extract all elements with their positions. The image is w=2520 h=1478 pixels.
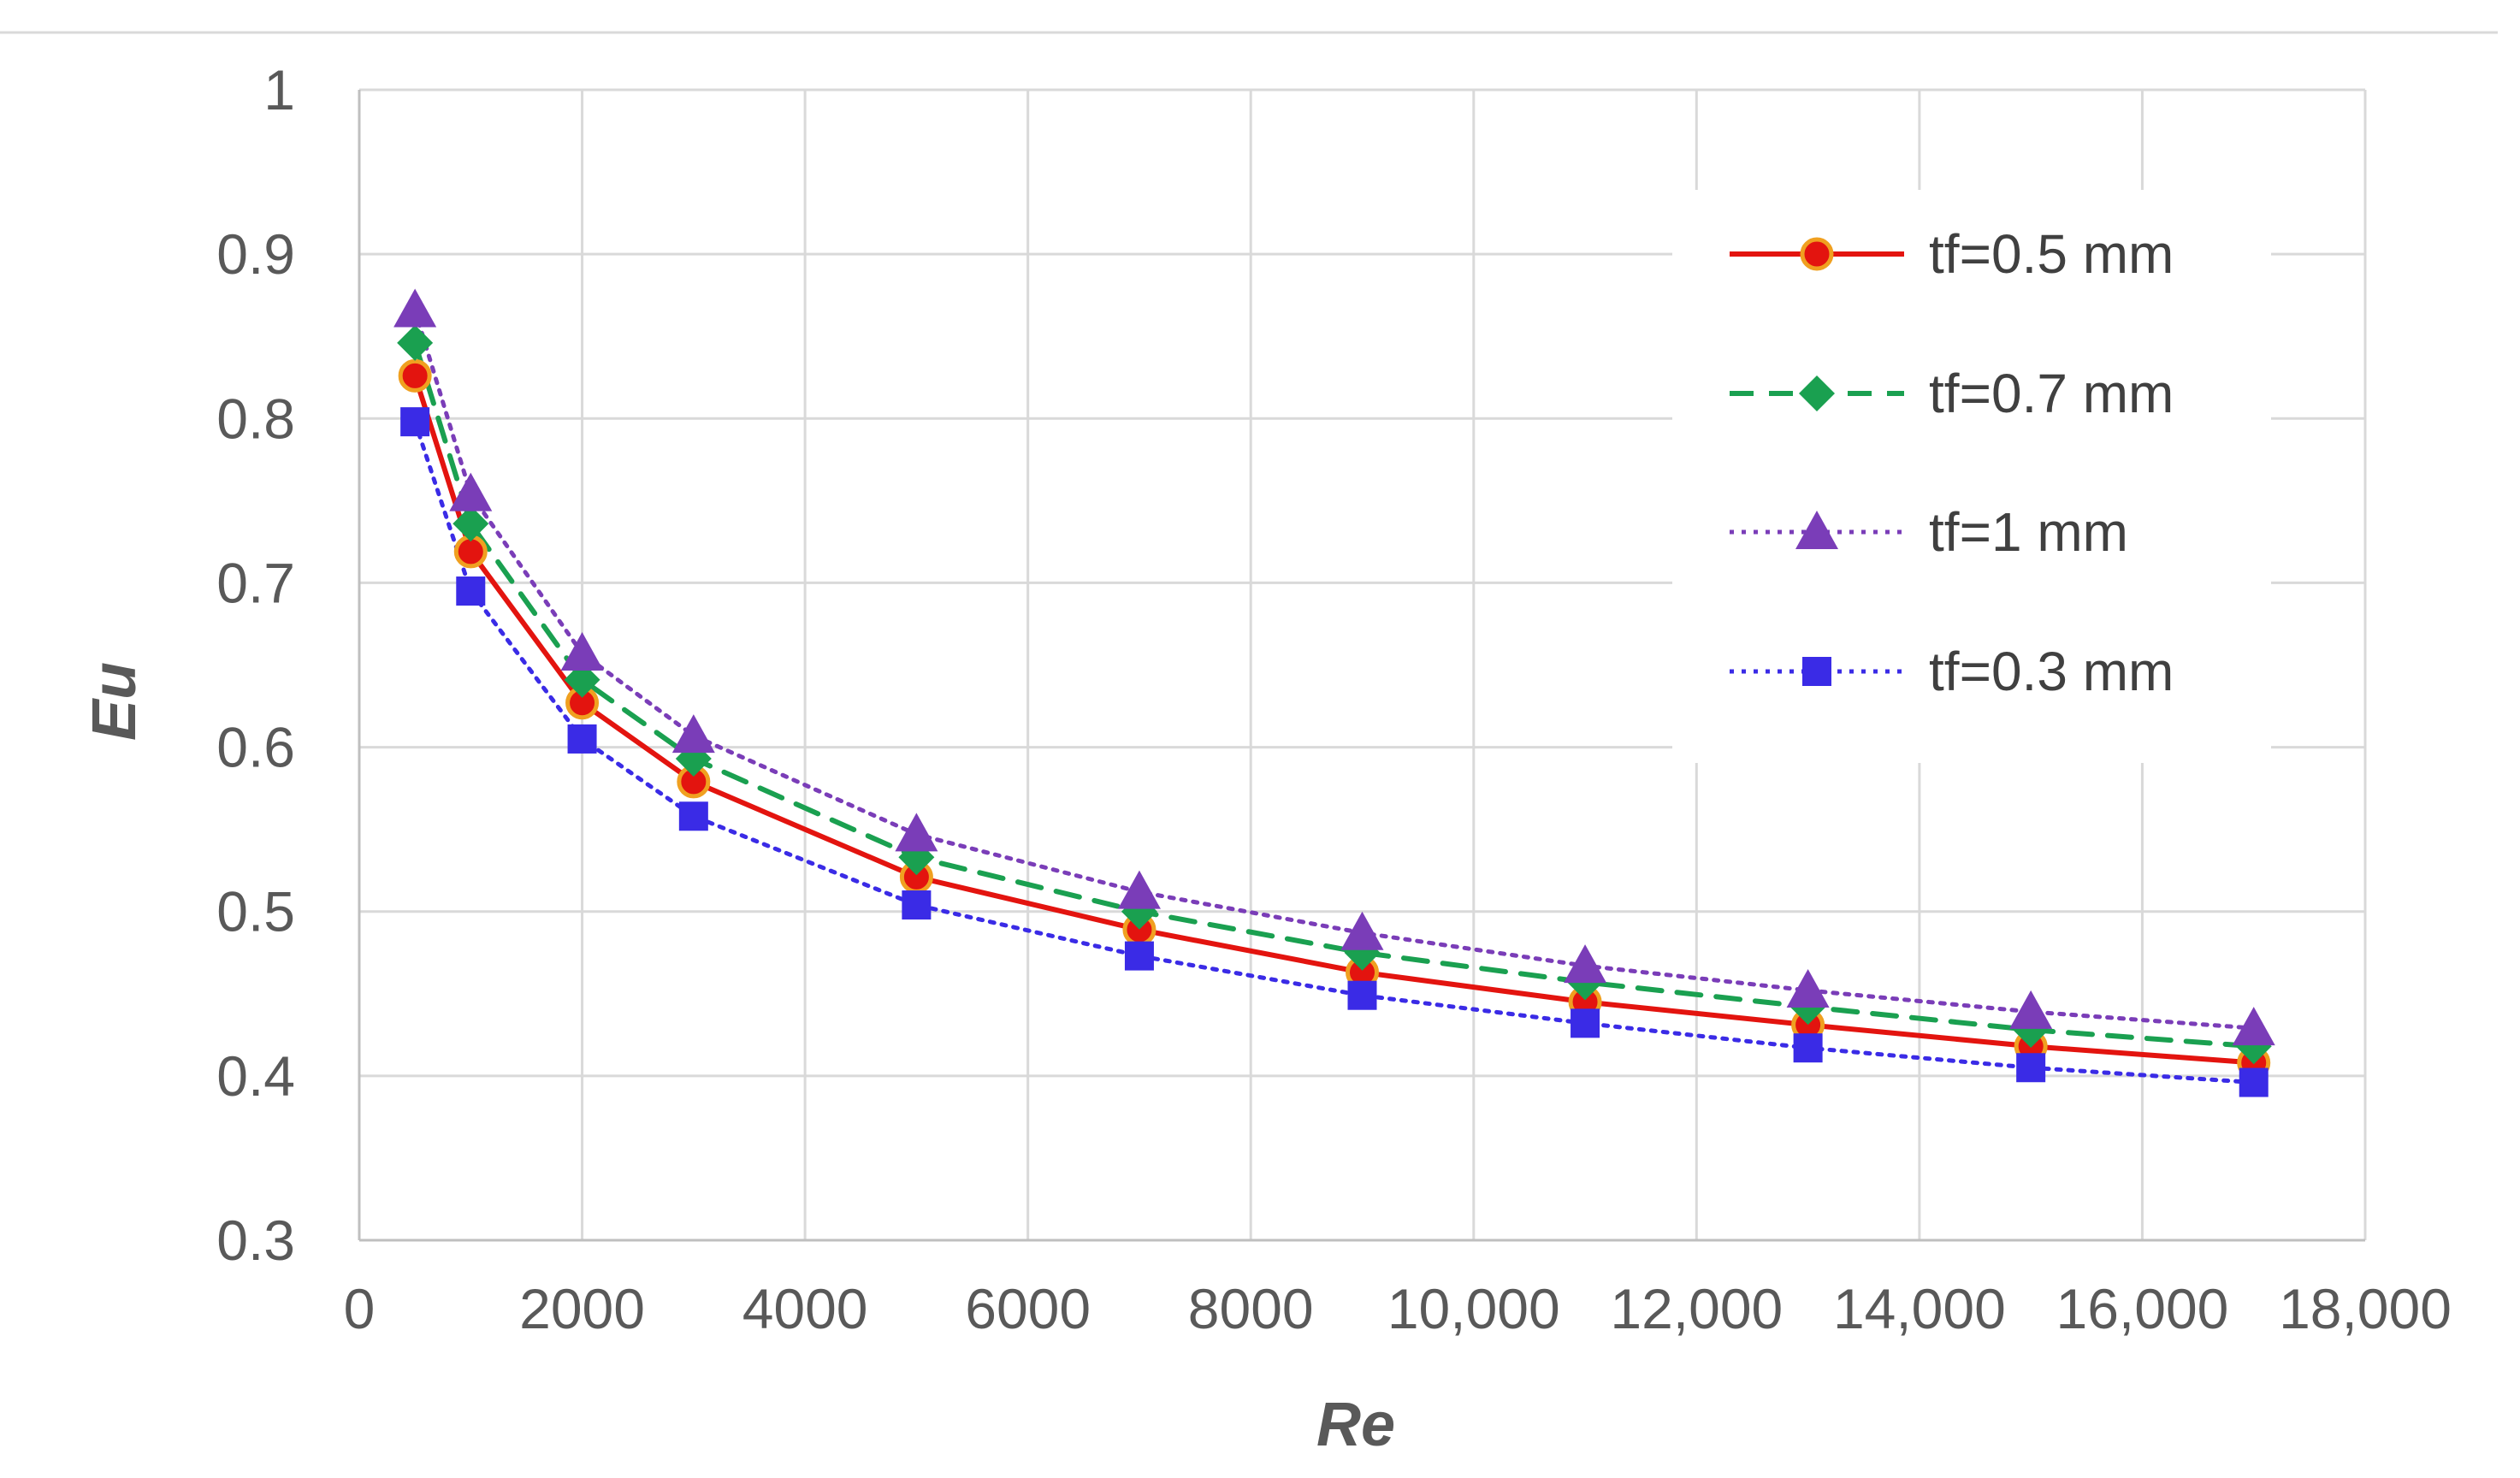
legend: tf=0.5 mm tf=0.7 mm tf=1 mm tf=0.3 mm xyxy=(1672,190,2271,763)
data-point xyxy=(671,714,715,754)
legend-box xyxy=(1672,190,2271,763)
data-point xyxy=(564,661,600,698)
x-tick-label: 8000 xyxy=(1188,1277,1314,1340)
x-axis-title: Re xyxy=(1316,1391,1395,1459)
data-point xyxy=(456,576,486,606)
x-tick-label: 2000 xyxy=(519,1277,645,1340)
x-tick-label: 16,000 xyxy=(2056,1277,2229,1340)
data-point xyxy=(902,890,932,920)
data-point xyxy=(1117,870,1161,909)
data-point xyxy=(1793,1033,1823,1063)
x-tick-label: 18,000 xyxy=(2279,1277,2452,1340)
y-tick-label: 0.7 xyxy=(216,551,295,614)
data-point xyxy=(2016,1053,2046,1083)
data-point xyxy=(398,358,432,393)
axes xyxy=(358,90,2365,1242)
y-tick-label: 0.3 xyxy=(216,1209,295,1272)
y-tick-label: 0.8 xyxy=(216,387,295,450)
x-tick-label: 0 xyxy=(344,1277,376,1340)
data-point xyxy=(678,801,708,831)
data-point xyxy=(2232,1007,2275,1046)
data-point xyxy=(1564,944,1607,984)
data-point xyxy=(397,324,434,361)
legend-marker xyxy=(1799,375,1835,411)
series-markers-group xyxy=(393,288,2275,1046)
data-point xyxy=(453,505,489,542)
series-line xyxy=(412,419,2257,1085)
data-point xyxy=(2239,1067,2269,1097)
data-point xyxy=(1571,1008,1600,1038)
series-markers xyxy=(393,288,2275,1097)
data-point xyxy=(393,288,437,328)
legend-marker xyxy=(1795,511,1838,549)
data-point xyxy=(1340,911,1384,950)
x-tick-label: 14,000 xyxy=(1833,1277,2006,1340)
legend-label: tf=0.3 mm xyxy=(1929,641,2174,702)
x-tick-label: 12,000 xyxy=(1610,1277,1783,1340)
y-tick-label: 0.6 xyxy=(216,716,295,779)
data-point xyxy=(1786,968,1830,1008)
y-tick-label: 0.4 xyxy=(216,1044,295,1108)
x-tick-label: 10,000 xyxy=(1387,1277,1560,1340)
x-tick-label: 6000 xyxy=(965,1277,1091,1340)
data-point xyxy=(449,472,493,511)
data-point xyxy=(567,724,597,754)
series-markers-group xyxy=(400,407,2269,1097)
y-tick-label: 0.5 xyxy=(216,880,295,943)
y-tick-label: 1 xyxy=(263,58,295,121)
data-point xyxy=(400,407,430,437)
legend-label: tf=0.5 mm xyxy=(1929,223,2174,285)
legend-label: tf=0.7 mm xyxy=(1929,363,2174,424)
legend-marker xyxy=(1800,237,1834,271)
data-point xyxy=(895,813,938,852)
y-tick-label: 0.9 xyxy=(216,222,295,286)
data-point xyxy=(560,632,604,671)
legend-label: tf=1 mm xyxy=(1929,501,2128,563)
legend-marker xyxy=(1802,657,1831,686)
data-point xyxy=(1347,980,1377,1010)
tick-labels: 0.3 0.4 0.5 0.6 0.7 0.8 0.9 1 0 2000 4000 6000 8000 1… xyxy=(216,58,2452,1340)
y-axis-title: Eu xyxy=(80,662,149,741)
data-point xyxy=(2009,990,2053,1029)
data-point xyxy=(1124,941,1154,971)
x-tick-label: 4000 xyxy=(742,1277,868,1340)
